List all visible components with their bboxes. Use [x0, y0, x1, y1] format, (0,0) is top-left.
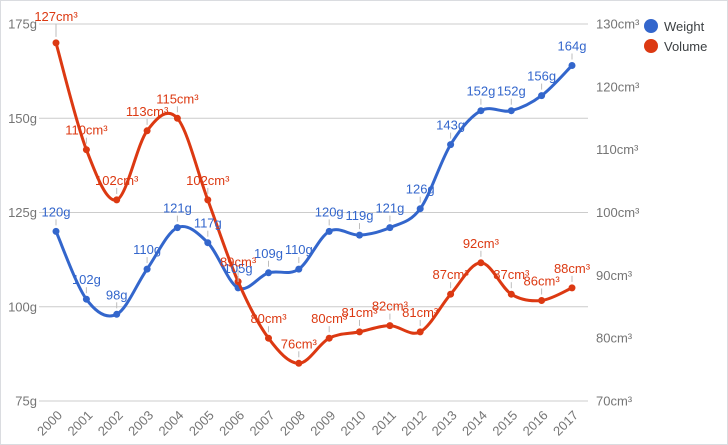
- annotation-volume-2004: 115cm³: [156, 91, 199, 106]
- right-axis-tick-label: 120cm³: [596, 79, 640, 94]
- series-volume-point-2009[interactable]: [325, 334, 333, 342]
- series-weight-point-2009[interactable]: [325, 227, 333, 235]
- series-weight-point-2005[interactable]: [204, 239, 212, 247]
- series-volume-point-2003[interactable]: [143, 127, 151, 135]
- series-volume-point-2000[interactable]: [52, 39, 60, 47]
- annotation-weight-2002: 98g: [106, 287, 128, 302]
- legend-item-weight: Weight: [644, 19, 705, 34]
- gridlines: [39, 23, 588, 402]
- right-axis-tick-label: 70cm³: [596, 394, 633, 409]
- series-weight-point-2017[interactable]: [568, 62, 576, 69]
- annotation-weight-2014: 152g: [466, 84, 495, 99]
- legend-label: Weight: [664, 19, 705, 34]
- series-volume-point-2008[interactable]: [295, 359, 303, 367]
- annotation-weight-2009: 120g: [315, 204, 344, 219]
- annotation-weight-2005: 117g: [194, 216, 222, 231]
- left-axis-tick-label: 175g: [8, 17, 37, 32]
- series-volume-point-2001[interactable]: [82, 146, 90, 154]
- series-volume-point-2012[interactable]: [416, 328, 424, 336]
- series-volume-point-2016[interactable]: [538, 297, 546, 304]
- annotation-volume-2011: 82cm³: [372, 299, 409, 314]
- series-weight-point-2001[interactable]: [82, 295, 90, 303]
- annotation-volume-2016: 86cm³: [524, 274, 561, 289]
- annotation-volume-2013: 87cm³: [433, 267, 470, 282]
- series-weight-point-2000[interactable]: [52, 227, 60, 235]
- series-weight-point-2004[interactable]: [173, 224, 181, 232]
- annotation-volume-2010: 81cm³: [341, 305, 378, 320]
- series-volume-point-2014[interactable]: [477, 259, 485, 267]
- right-axis-tick-label: 80cm³: [596, 331, 633, 346]
- legend: Weight Volume: [644, 19, 707, 54]
- series-volume-point-2010[interactable]: [356, 328, 363, 336]
- annotation-volume-2003: 113cm³: [126, 104, 169, 119]
- annotation-weight-2006: 105g: [224, 261, 253, 276]
- annotation-weight-2007: 109g: [254, 246, 283, 261]
- annotation-volume-2008: 76cm³: [281, 336, 318, 351]
- series-weight-point-2015[interactable]: [507, 107, 515, 115]
- left-axis-tick-label: 100g: [8, 299, 37, 314]
- legend-item-volume: Volume: [644, 39, 707, 54]
- annotation-weight-2015: 152g: [497, 84, 526, 99]
- series-volume-point-2004[interactable]: [173, 114, 181, 122]
- left-axis-tick-label: 125g: [8, 205, 37, 220]
- annotation-weight-2004: 121g: [163, 201, 192, 216]
- right-axis-tick-label: 90cm³: [596, 268, 633, 283]
- annotation-weight-2011: 121g: [375, 201, 404, 216]
- legend-label: Volume: [664, 39, 707, 54]
- series-volume-point-2005[interactable]: [204, 196, 212, 204]
- legend-swatch-weight-icon: [644, 19, 658, 33]
- series-weight-point-2008[interactable]: [295, 265, 303, 273]
- annotation-volume-2012: 81cm³: [402, 305, 439, 320]
- series-weight-point-2003[interactable]: [143, 265, 151, 273]
- series-volume-point-2015[interactable]: [507, 290, 515, 298]
- annotation-volume-2006: 89cm³: [220, 255, 257, 270]
- annotation-volume-2001: 110cm³: [65, 123, 108, 138]
- annotation-weight-2013: 143g: [436, 118, 465, 133]
- right-axis-tick-label: 110cm³: [596, 142, 639, 157]
- left-axis-tick-label: 75g: [15, 394, 37, 409]
- annotation-weight-2012: 126g: [406, 182, 435, 197]
- series-volume-point-2002[interactable]: [113, 196, 121, 204]
- series-volume-point-2007[interactable]: [265, 334, 272, 342]
- right-axis-labels: 130cm³ 120cm³ 110cm³ 100cm³ 90cm³ 80cm³ 70cm³: [596, 17, 640, 409]
- series-weight-point-2016[interactable]: [538, 92, 546, 100]
- annotation-volume-2002: 102cm³: [95, 173, 139, 188]
- annotation-weight-2000: 120g: [42, 204, 71, 219]
- right-axis-tick-label: 130cm³: [596, 17, 640, 32]
- annotation-volume-2014: 92cm³: [463, 236, 500, 251]
- annotation-weight-2016: 156g: [527, 69, 556, 84]
- series-weight-point-2007[interactable]: [265, 269, 272, 277]
- annotation-weight-2003: 110g: [133, 242, 161, 257]
- series-weight-point-2011[interactable]: [386, 224, 394, 232]
- annotation-volume-2017: 88cm³: [554, 261, 591, 276]
- left-axis-labels: 175g 150g 125g 100g 75g: [8, 17, 37, 409]
- annotation-volume-2007: 80cm³: [250, 311, 287, 326]
- series-weight-point-2002[interactable]: [113, 310, 121, 318]
- left-axis-tick-label: 150g: [8, 111, 37, 126]
- series-volume: [52, 39, 576, 367]
- annotation-weight-2017: 164g: [558, 39, 587, 54]
- annotation-weight-2001: 102g: [72, 272, 101, 287]
- annotation-volume-2015: 87cm³: [493, 267, 530, 282]
- annotation-weight-2008: 110g: [285, 242, 313, 257]
- series-weight-point-2014[interactable]: [477, 107, 485, 115]
- series-volume-point-2017[interactable]: [568, 284, 576, 292]
- right-axis-tick-label: 100cm³: [596, 205, 640, 220]
- series-weight: [52, 62, 576, 318]
- series-weight-point-2010[interactable]: [356, 231, 363, 239]
- legend-swatch-volume-icon: [644, 39, 658, 53]
- annotation-volume-2000: 127cm³: [34, 9, 78, 24]
- series-weight-point-2013[interactable]: [447, 141, 455, 149]
- annotation-weight-2010: 119g: [346, 208, 374, 223]
- series-volume-point-2013[interactable]: [447, 290, 455, 298]
- annotation-volume-2005: 102cm³: [186, 173, 230, 188]
- series-weight-point-2012[interactable]: [416, 205, 424, 213]
- series-volume-point-2011[interactable]: [386, 322, 394, 330]
- annotation-volume-2009: 80cm³: [311, 311, 348, 326]
